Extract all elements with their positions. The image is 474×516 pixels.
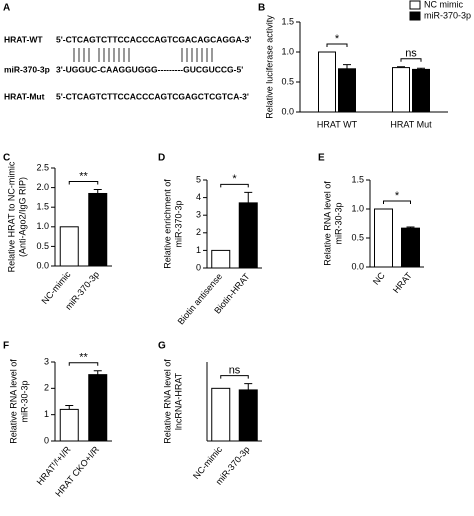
- sequence: 5'-CTCAGTCTTCCACCCAGTCGACAGCAGGA-3': [56, 34, 251, 44]
- panel-label: F: [3, 341, 9, 352]
- error-bar: [93, 370, 102, 375]
- sequence-label: miR-370-3p: [4, 64, 50, 74]
- bar: [392, 67, 410, 113]
- panel-label: G: [158, 341, 166, 352]
- legend-label: NC mimic: [424, 0, 463, 9]
- y-tick-label: 5: [196, 174, 201, 184]
- bar: [211, 249, 231, 269]
- y-tick-label: 0.0: [351, 261, 364, 271]
- x-tick-label: NC: [371, 270, 387, 287]
- y-tick-label: 1.5: [281, 16, 294, 26]
- legend-label: miR-370-3p: [424, 10, 471, 20]
- y-tick-label: 0.5: [351, 232, 364, 242]
- x-tick-label: Biotin antisense: [176, 271, 225, 326]
- y-tick-label: 0: [196, 262, 201, 272]
- sequence-label: HRAT-Mut: [4, 91, 45, 101]
- bar: [238, 389, 258, 442]
- y-tick-label: 0.0: [281, 106, 294, 116]
- panel-label: D: [158, 153, 165, 164]
- y-tick-label: 2.0: [36, 182, 49, 192]
- legend-swatch: [409, 11, 421, 21]
- y-axis-label: miR-30-3p: [333, 202, 343, 244]
- y-axis-label: Relative RNA level of: [8, 359, 18, 444]
- panel-label: B: [258, 3, 265, 14]
- y-tick-label: 1.0: [351, 203, 364, 213]
- y-tick-label: 1.0: [281, 46, 294, 56]
- y-tick-label: 2: [44, 383, 49, 393]
- y-axis-label: Relative HRAT to NC-mimic: [6, 161, 16, 272]
- bar: [318, 51, 336, 113]
- y-axis-label: Relative enrichment of: [162, 179, 172, 269]
- x-tick-label: HRAT Mut: [390, 119, 432, 129]
- significance-bracket: [68, 362, 99, 366]
- error-bar: [406, 226, 415, 229]
- error-bar: [65, 404, 74, 410]
- y-axis-label: Relative RNA level of: [162, 359, 172, 444]
- significance-bracket: [220, 183, 249, 188]
- y-tick-label: 1: [196, 245, 201, 255]
- bar: [374, 208, 393, 268]
- significance-label: **: [79, 352, 88, 364]
- y-tick-label: 1: [44, 409, 49, 419]
- significance-label: *: [395, 190, 400, 202]
- error-bar: [93, 189, 102, 194]
- significance-label: ns: [229, 364, 241, 376]
- y-tick-label: 4: [196, 192, 201, 202]
- significance-label: **: [79, 170, 88, 182]
- significance-bracket: [326, 43, 348, 47]
- error-bar: [397, 66, 405, 68]
- y-tick-label: 1.5: [36, 202, 49, 212]
- y-tick-label: 2: [196, 227, 201, 237]
- bar: [88, 374, 108, 442]
- error-bar: [244, 191, 253, 203]
- significance-bracket: [68, 181, 99, 185]
- sequence: 3'-UGGUC-CAAGGUGGG---------GUCGUCCG-5': [56, 64, 243, 74]
- bar: [238, 202, 258, 269]
- y-tick-label: 0.5: [281, 76, 294, 86]
- sequence: 5'-CTCAGTCTTCCACCCAGTCGAGCTCGTCA-3': [56, 91, 249, 101]
- panel-label: A: [3, 3, 10, 14]
- significance-label: *: [232, 173, 237, 185]
- y-tick-label: 0.0: [36, 260, 49, 270]
- y-axis-label: (Anti-Ago2/IgG RIP): [17, 177, 27, 257]
- y-tick-label: 0.5: [36, 241, 49, 251]
- y-tick-label: 2.5: [36, 162, 49, 172]
- bar: [59, 408, 79, 442]
- bar: [211, 387, 231, 442]
- x-tick-label: HRAT: [391, 270, 414, 295]
- bar: [338, 68, 356, 113]
- significance-bracket: [383, 200, 411, 204]
- bar: [412, 68, 430, 113]
- y-axis-label: Relative luciferase activity: [264, 15, 274, 119]
- y-tick-label: 1.5: [351, 174, 364, 184]
- error-bar: [244, 383, 253, 390]
- sequence-label: HRAT-WT: [4, 34, 43, 44]
- significance-bracket: [220, 375, 249, 379]
- panel-label: C: [3, 153, 10, 164]
- significance-bracket: [400, 58, 422, 62]
- y-tick-label: 1.0: [36, 221, 49, 231]
- y-axis-label: lncRNA-HRAT: [173, 372, 183, 430]
- y-axis-label: miR-30-3p: [19, 380, 29, 422]
- bar: [59, 226, 79, 267]
- y-axis-label: Relative RNA level of: [322, 181, 332, 266]
- significance-label: *: [335, 33, 340, 45]
- y-tick-label: 0: [44, 435, 49, 445]
- pairing-lines: [73, 48, 213, 62]
- bar: [401, 227, 420, 268]
- panel-label: E: [318, 153, 325, 164]
- y-axis-label: miR-370-3p: [173, 200, 183, 247]
- error-bar: [343, 64, 351, 69]
- x-tick-label: HRAT WT: [317, 119, 358, 129]
- y-tick-label: 3: [196, 210, 201, 220]
- error-bar: [417, 67, 425, 70]
- significance-label: ns: [405, 48, 417, 60]
- bar: [88, 192, 108, 267]
- y-tick-label: 3: [44, 356, 49, 366]
- legend-swatch: [409, 0, 421, 10]
